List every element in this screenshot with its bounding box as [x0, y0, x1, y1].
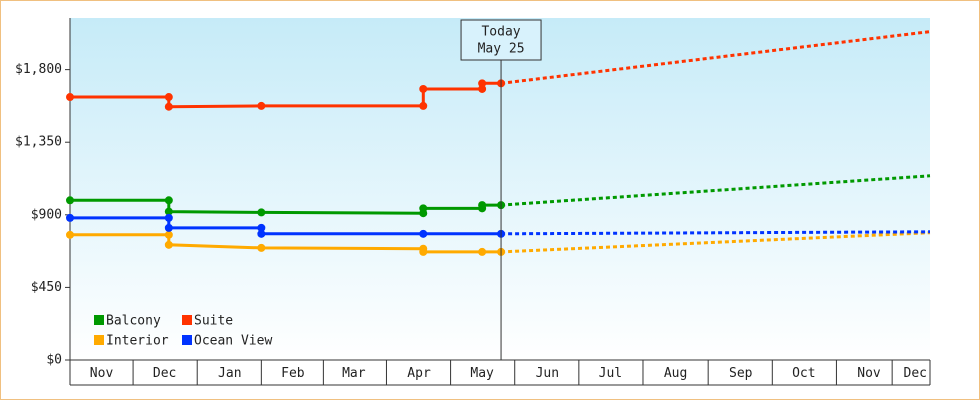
legend-swatch	[182, 335, 192, 345]
legend-label: Interior	[106, 334, 169, 349]
point	[66, 196, 74, 205]
point	[419, 84, 428, 93]
today-box	[460, 19, 542, 61]
legend-item: Suite	[182, 314, 233, 329]
x-tick-label: Aug	[664, 366, 687, 381]
point	[419, 204, 428, 213]
y-tick-label: $900	[31, 207, 62, 222]
point	[478, 79, 487, 88]
y-tick-label: $0	[46, 353, 62, 368]
legend-item: Ocean View	[182, 334, 272, 349]
legend-item: Balcony	[94, 314, 161, 329]
point	[164, 102, 173, 111]
point	[478, 201, 487, 210]
point	[164, 223, 173, 232]
point	[164, 230, 173, 239]
x-tick-label: Oct	[792, 366, 815, 381]
y-tick-label: $1,350	[15, 135, 62, 150]
legend-swatch	[94, 335, 104, 345]
x-tick-label: Nov	[857, 366, 881, 381]
x-tick-label: Jun	[536, 366, 559, 381]
forecast-line	[500, 30, 931, 85]
point	[257, 229, 266, 238]
x-tick-label: Feb	[281, 366, 305, 381]
point	[419, 247, 428, 256]
point	[419, 229, 428, 238]
point	[257, 101, 266, 110]
point	[478, 247, 487, 256]
x-tick-label: Jan	[218, 366, 241, 381]
legend-swatch	[182, 315, 192, 325]
x-tick-label: Mar	[342, 366, 366, 381]
forecast-line	[501, 231, 931, 254]
point	[164, 213, 173, 222]
point	[164, 93, 173, 102]
point	[419, 101, 428, 110]
point	[164, 196, 173, 205]
point	[257, 223, 266, 232]
x-tick-label: Nov	[90, 366, 114, 381]
legend-item: Interior	[94, 334, 169, 349]
legend-label: Suite	[194, 314, 233, 329]
point	[257, 243, 266, 252]
point	[164, 207, 173, 216]
x-tick-label: Apr	[407, 366, 431, 381]
point	[66, 230, 74, 239]
forecast-line	[500, 174, 931, 207]
y-tick-label: $450	[31, 280, 62, 295]
legend-label: Balcony	[106, 314, 161, 329]
point	[257, 208, 266, 217]
plot-area	[70, 18, 930, 360]
forecast-line	[501, 230, 931, 236]
x-tick-label: May	[470, 366, 494, 381]
y-tick-label: $1,800	[15, 62, 62, 77]
x-tick-label: Jul	[599, 366, 622, 381]
x-tick-label: Dec	[904, 366, 927, 381]
x-tick-label: Dec	[153, 366, 176, 381]
legend-swatch	[94, 315, 104, 325]
point	[164, 240, 173, 249]
point	[478, 84, 487, 93]
today-label: May 25	[478, 42, 525, 57]
x-tick-label: Sep	[729, 366, 753, 381]
today-label: Today	[481, 25, 520, 40]
point	[66, 213, 74, 222]
point	[66, 93, 74, 102]
legend-label: Ocean View	[194, 334, 272, 349]
